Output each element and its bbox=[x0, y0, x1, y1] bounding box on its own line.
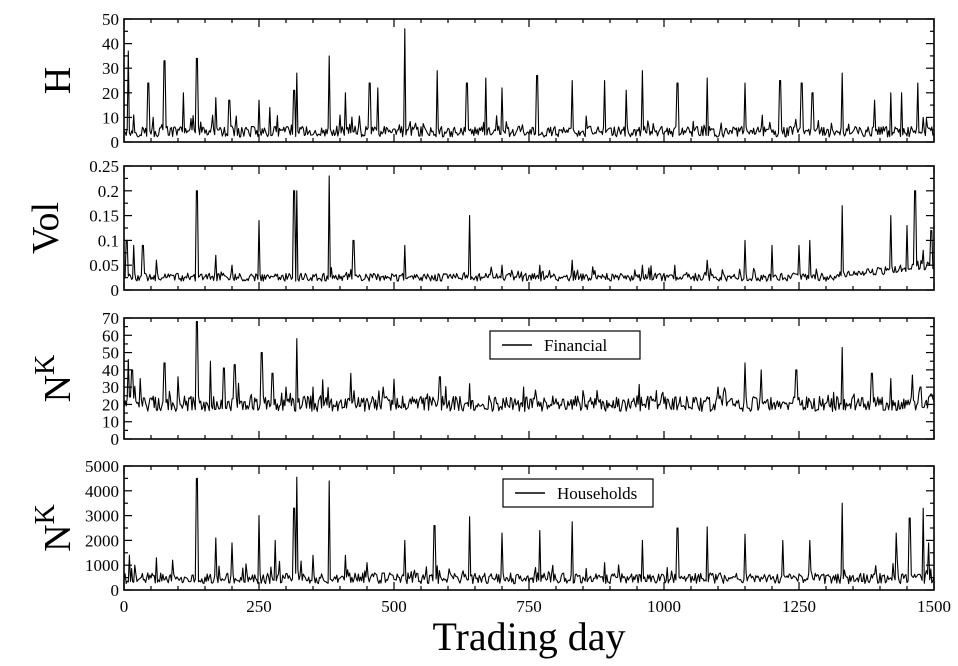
y-axis-label-superscript: K bbox=[30, 355, 61, 375]
y-tick-label: 0 bbox=[111, 581, 120, 600]
y-tick-label: 30 bbox=[102, 59, 119, 78]
x-tick-label: 500 bbox=[381, 597, 407, 616]
y-tick-label: 0.2 bbox=[98, 182, 119, 201]
y-axis-label-main: N bbox=[37, 375, 79, 402]
panel-2: 0 0.05 0.1 0.15 0.2 0.25 Vol bbox=[25, 157, 935, 300]
y-tick-label: 0.25 bbox=[89, 157, 119, 176]
series-line-2 bbox=[123, 175, 935, 282]
y-axis-label: Vol bbox=[25, 202, 67, 254]
x-tick-label: 250 bbox=[246, 597, 272, 616]
y-tick-label: 1000 bbox=[85, 556, 119, 575]
panel-1: 0 10 20 30 40 50 H bbox=[37, 10, 935, 152]
y-tick-label: 60 bbox=[102, 326, 119, 345]
legend-label: Financial bbox=[544, 336, 608, 355]
x-tick-label: 1000 bbox=[647, 597, 681, 616]
y-tick-label: 40 bbox=[102, 361, 119, 380]
y-axis-label: NK bbox=[30, 355, 79, 403]
y-tick-label: 10 bbox=[102, 108, 119, 127]
y-tick-label: 3000 bbox=[85, 507, 119, 526]
y-tick-label: 50 bbox=[102, 10, 119, 29]
y-tick-label: 0 bbox=[111, 430, 120, 449]
series-line-3 bbox=[123, 320, 935, 412]
y-tick-label: 2000 bbox=[85, 531, 119, 550]
y-tick-label: 0.05 bbox=[89, 256, 119, 275]
y-tick-label: 40 bbox=[102, 35, 119, 54]
y-tick-label: 50 bbox=[102, 344, 119, 363]
chart-panels: 01020304050H00.050.10.150.20.25Vol010203… bbox=[25, 10, 951, 616]
y-tick-label: 0.15 bbox=[89, 207, 119, 226]
y-axis-label-superscript: K bbox=[30, 504, 61, 524]
panel-4: 0 1000 2000 3000 4000 5000 0 250 500 750 1000 1250 1… bbox=[30, 457, 951, 616]
x-tick-label: 1500 bbox=[917, 597, 951, 616]
y-tick-label: 20 bbox=[102, 84, 119, 103]
y-tick-label: 5000 bbox=[85, 457, 119, 476]
y-axis-label-main: N bbox=[37, 524, 79, 551]
legend: Households bbox=[502, 478, 654, 508]
y-tick-label: 70 bbox=[102, 309, 119, 328]
y-axis-label: H bbox=[37, 67, 79, 94]
y-tick-label: 0 bbox=[111, 133, 120, 152]
x-tick-label: 0 bbox=[120, 597, 129, 616]
plot-frame bbox=[123, 165, 935, 291]
legend: Financial bbox=[489, 330, 641, 360]
y-tick-label: 4000 bbox=[85, 482, 119, 501]
y-tick-label: 0 bbox=[111, 281, 120, 300]
legend-label: Households bbox=[557, 484, 637, 503]
y-axis-label-main: H bbox=[37, 67, 79, 94]
y-tick-label: 10 bbox=[102, 413, 119, 432]
series-line-1 bbox=[123, 28, 935, 138]
y-tick-label: 0.1 bbox=[98, 231, 119, 250]
y-axis-label: NK bbox=[30, 504, 79, 552]
x-tick-label: 750 bbox=[516, 597, 542, 616]
x-tick-label: 1250 bbox=[782, 597, 816, 616]
plot-frame bbox=[123, 18, 935, 143]
y-tick-label: 20 bbox=[102, 395, 119, 414]
y-tick-label: 30 bbox=[102, 378, 119, 397]
y-axis-label-main: Vol bbox=[25, 202, 67, 254]
x-axis-label: Trading day bbox=[433, 614, 626, 659]
